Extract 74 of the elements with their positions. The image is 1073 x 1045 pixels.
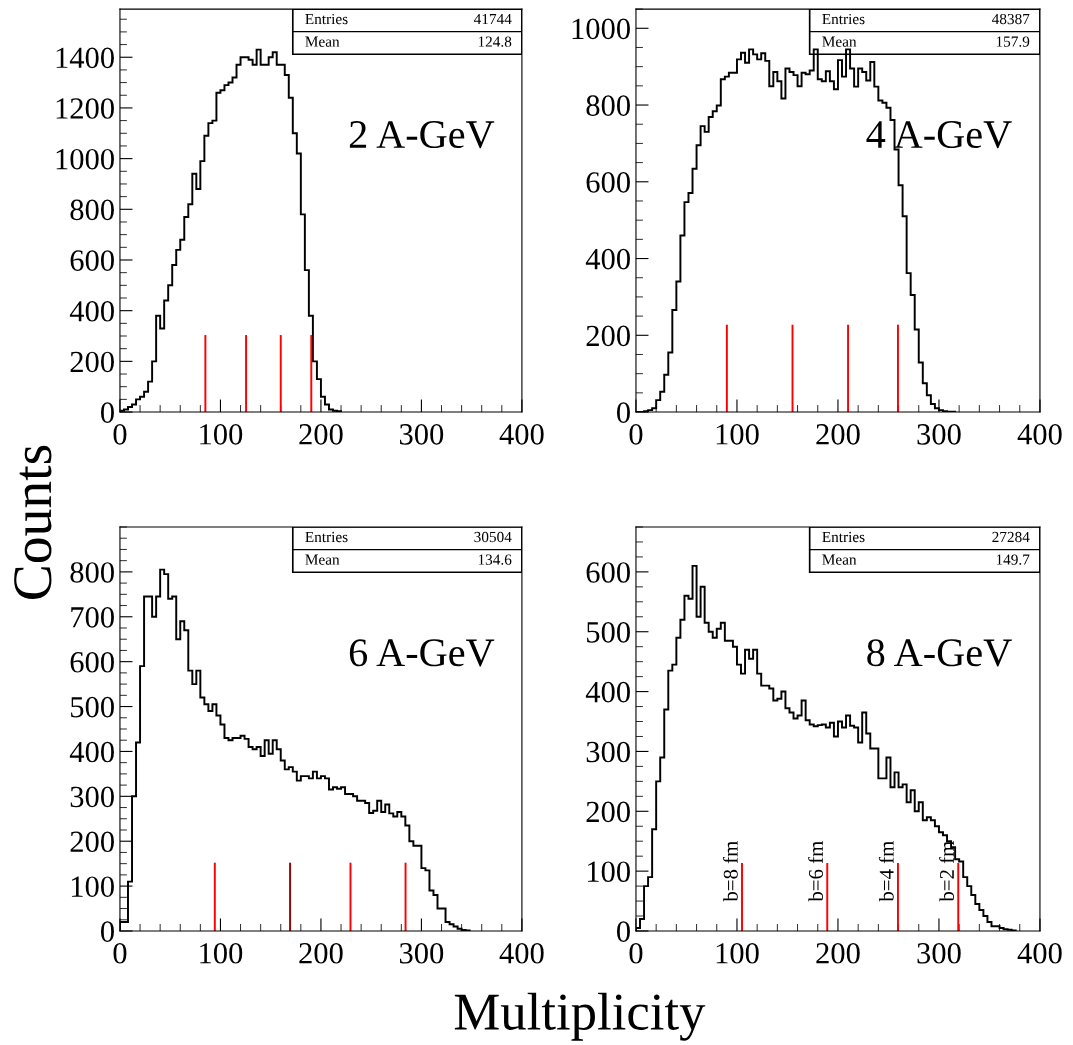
annotation: Entries [822,531,865,543]
y-tick-label: 400 [585,248,630,270]
annotation: 30504 [474,531,512,543]
annotation: 2 A-GeV [349,121,495,149]
annotation: Mean [305,36,340,47]
annotation: 8 A-GeV [867,639,1012,667]
y-tick-label: 0 [616,402,630,423]
annotation: b=6 fm [808,841,824,902]
annotation: b=4 fm [878,841,894,902]
x-tick-label: 0 [629,424,643,445]
x-tick-label: 400 [1017,942,1062,964]
x-tick-label: 300 [917,424,961,445]
x-tick-label: 0 [113,424,127,445]
annotation: Entries [305,13,348,25]
annotation: 4 A-GeV [866,121,1012,149]
x-axis-title: Multiplicity [454,992,706,1041]
annotation: 134.6 [478,554,512,565]
y-tick-label: 1200 [56,98,114,119]
annotation: Entries [305,531,348,543]
y-tick-label: 0 [100,921,114,942]
y-tick-label: 200 [586,325,630,347]
x-tick-label: 300 [917,942,961,964]
x-tick-label: 100 [716,942,759,964]
annotation: Mean [822,36,857,47]
y-tick-label: 300 [586,741,630,763]
y-tick-label: 600 [586,562,630,583]
y-tick-label: 500 [587,622,630,643]
y-tick-label: 200 [70,831,114,853]
x-tick-label: 400 [499,942,544,964]
y-tick-label: 1400 [56,47,114,69]
y-tick-label: 300 [70,786,114,808]
y-tick-label: 100 [587,861,630,883]
annotation: Entries [822,13,865,25]
y-tick-label: 400 [585,681,630,703]
annotation: 149.7 [996,554,1030,565]
y-tick-label: 1000 [572,18,630,40]
y-tick-label: 600 [586,172,630,193]
annotation: 48387 [991,13,1030,25]
annotation: 6 A-GeV [349,639,495,667]
y-tick-label: 600 [70,250,114,271]
x-tick-label: 200 [299,424,343,445]
x-tick-label: 400 [1017,424,1062,445]
x-tick-label: 400 [499,424,544,445]
y-tick-label: 600 [70,651,114,673]
annotation: 157.9 [996,36,1030,47]
annotation: 124.8 [478,36,512,47]
annotation: 41744 [473,13,512,25]
y-tick-label: 500 [71,696,114,718]
y-tick-label: 700 [71,607,114,628]
x-tick-label: 100 [200,424,243,445]
y-tick-label: 800 [70,199,114,221]
y-tick-label: 0 [100,402,114,423]
x-tick-label: 200 [299,942,343,964]
annotation: Mean [822,554,857,565]
y-axis-title: Counts [14,445,52,599]
y-tick-label: 0 [616,921,630,942]
y-tick-label: 200 [586,801,630,823]
x-tick-label: 300 [399,942,444,964]
y-tick-label: 400 [69,300,114,322]
x-tick-label: 100 [716,424,759,445]
y-tick-label: 400 [69,741,114,763]
y-tick-label: 800 [586,95,630,116]
annotation: Mean [305,554,340,565]
y-tick-label: 1000 [56,148,114,170]
y-tick-label: 200 [70,351,114,373]
x-tick-label: 100 [200,942,243,964]
annotation: 27284 [992,531,1030,543]
annotation: b=2 fm [939,841,955,902]
x-tick-label: 200 [816,424,860,445]
x-tick-label: 300 [399,424,444,445]
y-tick-label: 100 [71,876,114,897]
y-tick-label: 800 [70,562,114,583]
annotation: b=8 fm [722,841,738,902]
x-tick-label: 200 [816,942,860,964]
